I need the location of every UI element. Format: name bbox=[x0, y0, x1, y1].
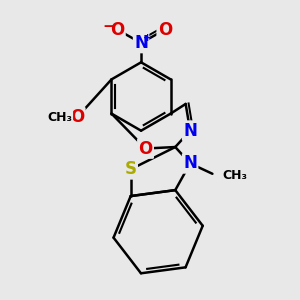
Text: O: O bbox=[110, 21, 124, 39]
Text: O: O bbox=[158, 21, 172, 39]
Text: O: O bbox=[70, 108, 84, 126]
Text: +: + bbox=[143, 33, 152, 43]
Text: CH₃: CH₃ bbox=[47, 111, 72, 124]
Text: N: N bbox=[183, 154, 197, 172]
Text: N: N bbox=[183, 122, 197, 140]
Text: S: S bbox=[125, 160, 137, 178]
Text: O: O bbox=[138, 140, 153, 158]
Text: −: − bbox=[103, 19, 116, 34]
Text: N: N bbox=[134, 34, 148, 52]
Text: CH₃: CH₃ bbox=[223, 169, 248, 182]
